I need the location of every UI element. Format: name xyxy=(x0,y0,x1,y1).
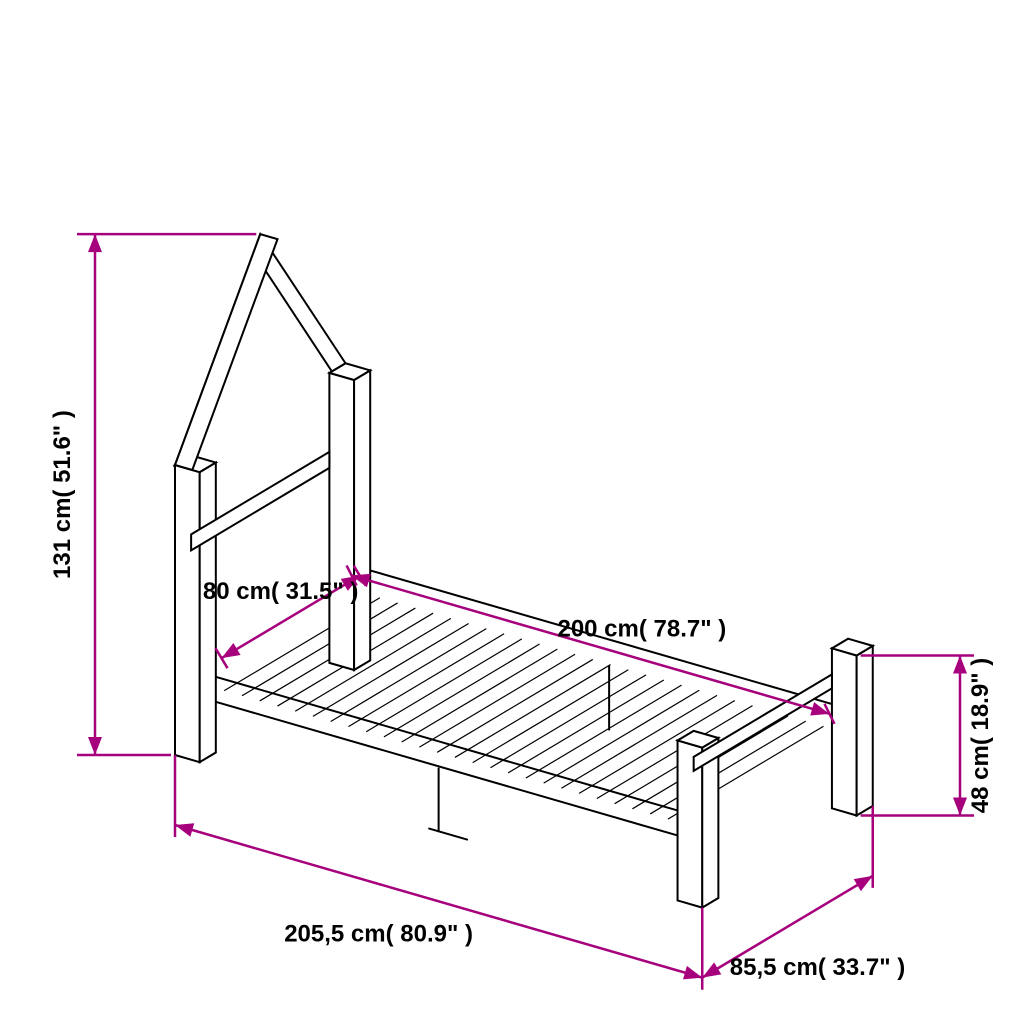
svg-text:131 cm( 51.6" ): 131 cm( 51.6" ) xyxy=(49,410,76,579)
svg-text:48 cm( 18.9" ): 48 cm( 18.9" ) xyxy=(967,658,994,813)
svg-text:80 cm( 31.5" ): 80 cm( 31.5" ) xyxy=(203,578,358,605)
svg-text:200 cm( 78.7" ): 200 cm( 78.7" ) xyxy=(557,615,726,642)
svg-text:85,5 cm( 33.7" ): 85,5 cm( 33.7" ) xyxy=(730,954,905,981)
svg-text:205,5 cm( 80.9" ): 205,5 cm( 80.9" ) xyxy=(284,920,473,947)
